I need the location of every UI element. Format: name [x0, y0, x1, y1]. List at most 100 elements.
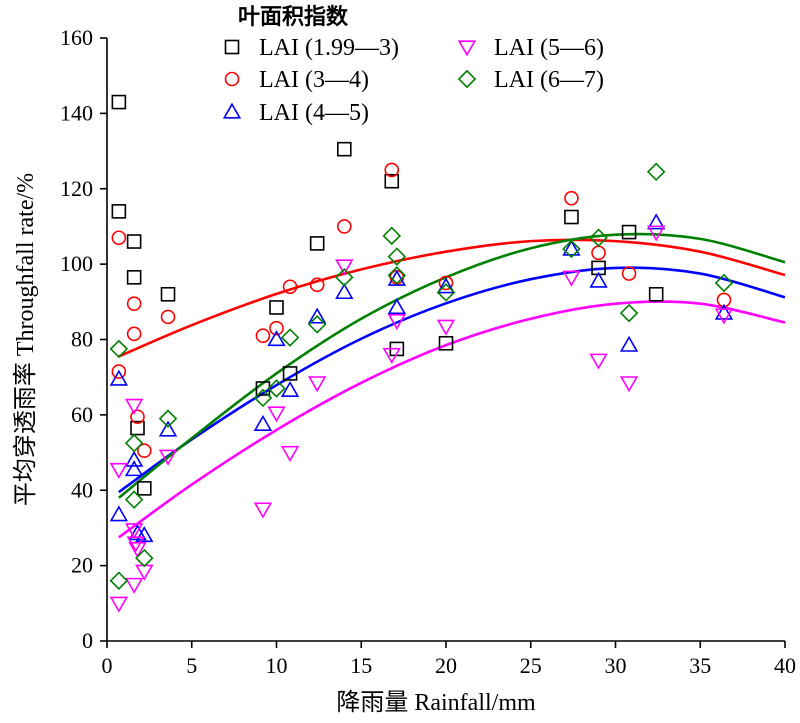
x-tick-label: 10: [266, 653, 288, 678]
data-point-s3-9: [280, 445, 300, 462]
data-point-s0-12: [384, 173, 400, 189]
data-point-s1-2: [126, 296, 142, 311]
data-point-s4-6: [253, 388, 273, 408]
data-point-s2-7: [253, 414, 273, 431]
data-point-s0-14: [438, 335, 454, 351]
data-point-s0-15: [564, 209, 579, 225]
data-point-s1-17: [621, 266, 637, 281]
data-point-s3-3: [124, 523, 144, 540]
y-tick-label: 100: [60, 251, 93, 276]
data-point-s3-16: [589, 353, 608, 370]
data-point-s1-0: [111, 230, 127, 246]
data-point-s3-5: [135, 564, 154, 581]
data-point-s0-10: [309, 236, 325, 251]
data-point-s4-4: [135, 548, 154, 568]
data-point-s0-18: [648, 286, 664, 302]
axes: 0 5 10 15 20 25 30 35 40 0 20 40 60 80 100 120 140 160 降雨量…: [12, 25, 796, 716]
data-point-s2-14: [436, 277, 456, 294]
data-point-s2-18: [647, 213, 666, 230]
data-point-s3-14: [436, 319, 456, 336]
data-point-s1-6: [160, 309, 176, 325]
legend-label-3: LAI (5—6): [494, 35, 604, 61]
x-tick-label: 30: [605, 653, 627, 678]
data-point-s2-12: [387, 269, 407, 286]
data-point-s0-3: [126, 270, 142, 285]
data-point-s3-12: [387, 314, 407, 331]
data-point-s4-12: [387, 247, 407, 266]
data-point-s0-2: [126, 234, 142, 249]
data-point-s1-10: [309, 277, 325, 293]
data-point-s2-5: [135, 526, 154, 543]
data-point-s4-14: [436, 283, 456, 302]
fit-curve-4: [118, 232, 786, 499]
data-point-s0-0: [111, 94, 127, 110]
data-point-s3-20: [124, 577, 144, 594]
legend-title: 叶面积指数: [238, 4, 349, 30]
data-point-s3-7: [253, 502, 273, 519]
data-point-s1-11: [336, 219, 352, 234]
data-point-s2-9: [280, 380, 300, 398]
legend-marker-2: [222, 102, 242, 119]
y-tick-label: 120: [60, 176, 93, 201]
data-point-s4-19: [714, 273, 734, 293]
data-point-s4-1: [109, 571, 129, 590]
data-point-s3-4: [128, 542, 147, 559]
x-tick-label: 20: [435, 653, 457, 678]
data-point-s4-13: [387, 266, 407, 285]
data-point-s1-14: [438, 275, 454, 291]
data-point-s4-8: [280, 328, 300, 347]
data-point-s1-1: [111, 364, 127, 379]
x-tick-label: 5: [186, 653, 197, 678]
x-axis-title: 降雨量 Rainfall/mm: [336, 689, 536, 716]
legend: 叶面积指数 LAI (1.99—3) LAI (3—4) LAI (4—5) LAI (…: [222, 4, 604, 126]
data-point-s1-5: [136, 443, 152, 458]
data-point-s0-6: [160, 286, 176, 302]
data-point-s4-0: [109, 339, 129, 359]
data-point-s3-2: [124, 398, 144, 415]
legend-label-1: LAI (3—4): [259, 67, 369, 93]
data-point-s2-10: [308, 307, 327, 324]
data-point-s3-6: [158, 449, 178, 466]
data-point-s0-1: [111, 204, 127, 219]
data-point-s3-21: [126, 536, 145, 553]
x-tick-label: 40: [774, 653, 796, 678]
data-point-s2-8: [267, 330, 286, 347]
data-point-s1-8: [269, 320, 284, 336]
data-point-s0-4: [130, 420, 145, 436]
legend-label-2: LAI (4—5): [259, 100, 369, 126]
data-point-s2-2: [124, 450, 144, 467]
fit-curve-2: [118, 266, 786, 494]
y-tick-label: 140: [60, 100, 93, 125]
legend-marker-1: [224, 71, 240, 87]
data-point-s1-4: [130, 409, 145, 425]
data-point-s2-13: [387, 298, 407, 315]
x-tick-label: 0: [102, 653, 113, 678]
data-point-s0-8: [269, 300, 284, 315]
data-point-s2-17: [619, 335, 639, 352]
data-point-s2-19: [714, 303, 734, 320]
y-tick-label: 0: [82, 628, 93, 653]
data-point-s4-9: [307, 315, 327, 334]
data-point-s3-19: [714, 308, 734, 325]
data-point-s4-2: [124, 433, 144, 453]
data-point-s4-5: [158, 409, 178, 428]
data-point-s1-7: [255, 328, 271, 344]
data-point-s3-15: [562, 270, 581, 287]
y-axis-title: 平均穿透雨率 Throughfall rate/%: [12, 173, 39, 506]
legend-marker-0: [224, 39, 240, 55]
y-tick-label: 20: [71, 553, 93, 578]
data-point-s1-12: [384, 162, 400, 178]
data-point-s2-16: [589, 271, 608, 288]
plot-area: [109, 94, 786, 613]
legend-marker-4: [457, 69, 477, 89]
data-point-s1-15: [564, 190, 579, 206]
data-point-s3-11: [335, 259, 354, 276]
data-point-s4-18: [646, 162, 666, 182]
data-point-s2-3: [124, 460, 144, 477]
data-point-s0-11: [336, 141, 352, 157]
legend-label-0: LAI (1.99—3): [259, 35, 399, 61]
y-tick-label: 60: [71, 402, 93, 427]
data-point-s0-5: [136, 481, 152, 496]
data-point-s1-16: [591, 245, 606, 261]
